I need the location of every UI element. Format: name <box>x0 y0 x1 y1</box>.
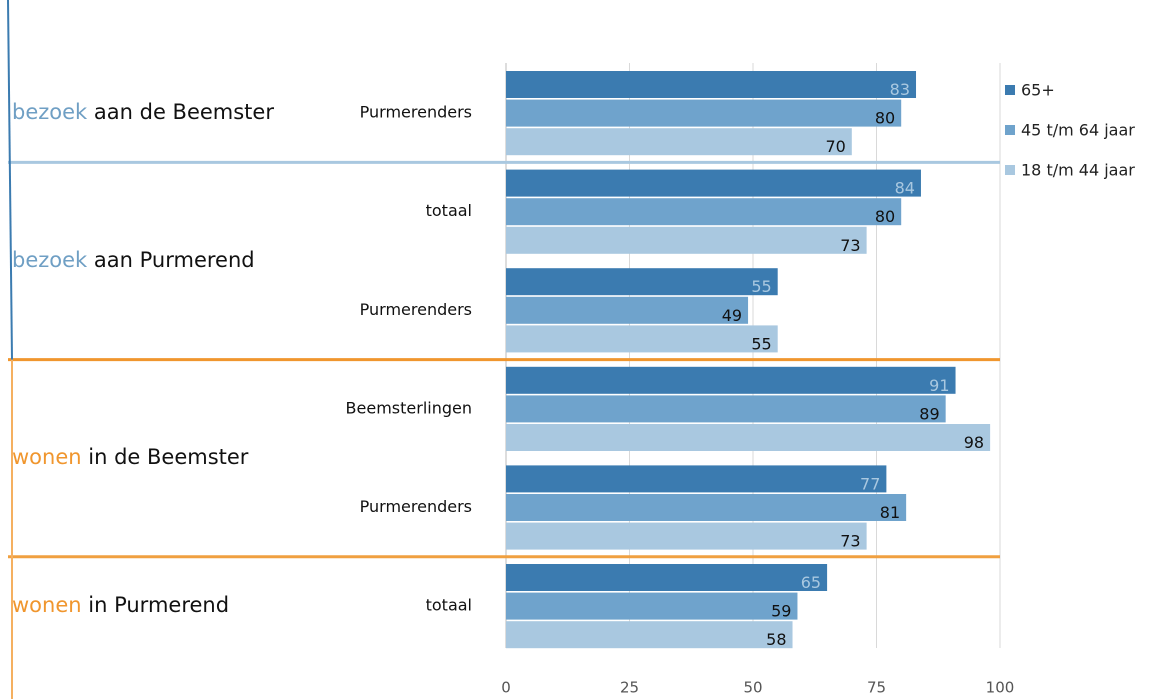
bar <box>506 325 778 353</box>
category-label: Purmerenders <box>360 300 472 319</box>
section-text: aan de Beemster <box>94 100 274 124</box>
bar <box>506 621 793 649</box>
category-label: Beemsterlingen <box>346 398 472 417</box>
data-label: 73 <box>840 532 860 551</box>
data-label: 49 <box>722 306 742 325</box>
category-label: totaal <box>426 596 472 615</box>
legend-label: 65+ <box>1021 81 1055 100</box>
section-text: in Purmerend <box>88 593 229 617</box>
section-label: wonen in Purmerend <box>12 593 229 617</box>
section-bracket <box>7 0 13 360</box>
data-label: 91 <box>929 376 949 395</box>
x-tick-label: 75 <box>867 679 886 697</box>
bar <box>506 71 917 98</box>
section-label: bezoek aan de Beemster <box>12 100 274 124</box>
data-label: 55 <box>751 277 771 296</box>
bar <box>506 424 991 451</box>
bar <box>506 592 798 620</box>
bar <box>506 564 828 591</box>
bar <box>506 395 946 423</box>
data-label: 70 <box>825 137 845 156</box>
section-text: in de Beemster <box>88 445 249 469</box>
legend-swatch <box>1005 125 1015 135</box>
x-tick-label: 50 <box>743 679 762 697</box>
data-label: 65 <box>801 573 821 592</box>
section-highlight: wonen <box>12 593 82 617</box>
bar <box>506 99 902 127</box>
section-highlight: wonen <box>12 445 82 469</box>
bar <box>506 268 778 296</box>
bar <box>506 128 852 156</box>
data-label: 80 <box>875 207 895 226</box>
section-highlight: bezoek <box>12 248 88 272</box>
data-label: 89 <box>919 404 939 423</box>
data-label: 59 <box>771 602 791 621</box>
x-tick-label: 0 <box>501 679 511 697</box>
category-label: totaal <box>426 201 472 220</box>
section-label: wonen in de Beemster <box>12 445 249 469</box>
bar <box>506 198 902 226</box>
legend-label: 18 t/m 44 jaar <box>1021 161 1135 180</box>
bar <box>506 366 956 394</box>
bar <box>506 169 921 197</box>
data-label: 98 <box>964 433 984 452</box>
bar <box>506 494 907 521</box>
data-label: 83 <box>890 80 910 99</box>
data-label: 80 <box>875 109 895 128</box>
data-label: 58 <box>766 630 786 649</box>
section-text: aan Purmerend <box>94 248 255 272</box>
legend-swatch <box>1005 85 1015 95</box>
data-label: 77 <box>860 474 880 493</box>
bar <box>506 296 749 324</box>
bar <box>506 465 887 493</box>
category-label: Purmerenders <box>360 103 472 122</box>
section-highlight: bezoek <box>12 100 88 124</box>
data-label: 84 <box>895 179 915 198</box>
category-label: Purmerenders <box>360 497 472 516</box>
bar <box>506 226 867 254</box>
x-tick-label: 25 <box>620 679 639 697</box>
data-label: 81 <box>880 503 900 522</box>
section-label: bezoek aan Purmerend <box>12 248 255 272</box>
data-label: 55 <box>751 334 771 353</box>
data-label: 73 <box>840 236 860 255</box>
legend-label: 45 t/m 64 jaar <box>1021 121 1135 140</box>
x-tick-label: 100 <box>986 679 1015 697</box>
bar <box>506 522 867 550</box>
legend-swatch <box>1005 165 1015 175</box>
